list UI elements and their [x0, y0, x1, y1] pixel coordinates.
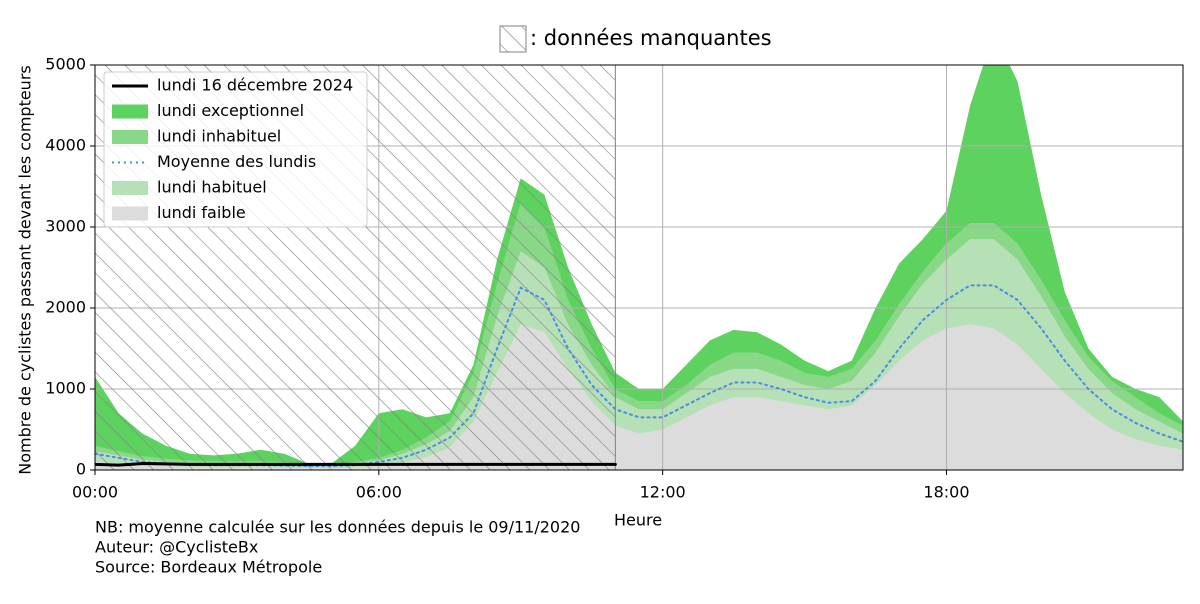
- x-axis-label: Heure: [614, 511, 662, 530]
- y-tick-label: 4000: [45, 136, 86, 155]
- legend-label: Moyenne des lundis: [157, 152, 316, 171]
- line: [95, 462, 617, 467]
- legend-label: lundi 16 décembre 2024: [157, 76, 353, 95]
- note: Auteur: @CyclisteBx: [95, 538, 258, 557]
- x-tick-label: 00:00: [72, 483, 118, 502]
- y-tick-label: 0: [76, 460, 86, 479]
- legend-swatch: [112, 130, 148, 144]
- legend-box: [103, 71, 368, 228]
- legend-label: lundi habituel: [157, 178, 267, 197]
- legend-label: lundi inhabituel: [157, 127, 281, 146]
- missing-swatch: [499, 25, 527, 53]
- area: [95, 324, 1183, 470]
- x-tick-label: 18:00: [923, 483, 969, 502]
- missing-label: : données manquantes: [530, 26, 772, 50]
- y-tick-label: 2000: [45, 298, 86, 317]
- legend-label: lundi faible: [157, 203, 246, 222]
- x-tick-label: 06:00: [356, 483, 402, 502]
- y-tick-label: 3000: [45, 217, 86, 236]
- x-tick-label: 12:00: [640, 483, 686, 502]
- y-tick-label: 1000: [45, 379, 86, 398]
- legend-label: lundi exceptionnel: [157, 101, 304, 120]
- legend-swatch: [112, 104, 148, 119]
- note: Source: Bordeaux Métropole: [95, 558, 322, 577]
- overlay: 0 1000 2000 3000 4000 5000 00:00 06:00 12:00 18:0…: [45, 55, 1184, 502]
- legend-swatch: [112, 181, 148, 195]
- y-axis-label: Nombre de cyclistes passant devant les c…: [16, 65, 35, 475]
- plot-frame: [94, 64, 1184, 471]
- legend-swatch: [112, 206, 148, 221]
- note: NB: moyenne calculée sur les données dep…: [95, 518, 580, 537]
- y-tick-label: 5000: [45, 55, 86, 74]
